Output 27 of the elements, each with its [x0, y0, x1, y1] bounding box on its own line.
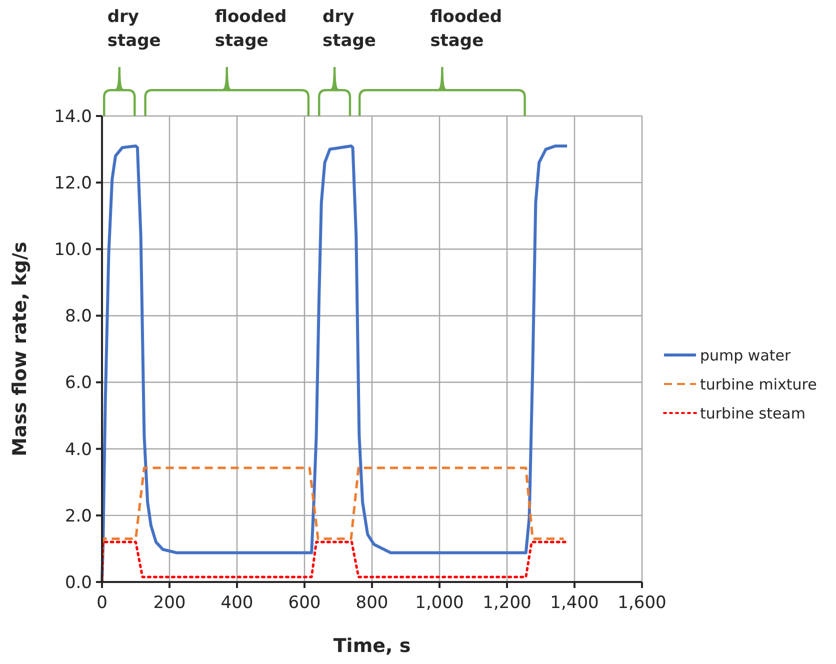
y-tick-label: 8.0: [64, 306, 92, 327]
text: flooded stage: [430, 7, 502, 51]
x-tick-label: 0: [96, 593, 108, 613]
legend-label: turbine steam: [700, 404, 806, 422]
x-tick-label: 1,400: [550, 593, 599, 613]
text: dry stage: [107, 7, 161, 51]
y-tick-label: 10.0: [54, 240, 92, 260]
y-tick-label: 2.0: [64, 506, 92, 526]
x-tick-label: 1,200: [482, 593, 532, 613]
y-tick-label: 12.0: [54, 174, 92, 194]
y-tick-label: 14.0: [54, 106, 92, 127]
x-tick-label: 200: [153, 593, 186, 613]
text: flooded stage: [214, 7, 287, 51]
x-tick-label: 400: [220, 593, 254, 613]
x-tick-label: 600: [288, 593, 321, 613]
x-tick-label: 1,600: [618, 593, 666, 613]
y-tick-label: 6.0: [64, 373, 92, 394]
x-tick-label: 800: [356, 593, 388, 613]
y-axis-title: Mass flow rate, kg/s: [9, 242, 31, 456]
y-tick-label: 4.0: [64, 440, 92, 460]
x-axis-title: Time, s: [333, 635, 411, 657]
legend-label: turbine mixture: [700, 375, 817, 394]
legend-label: pump water: [700, 346, 792, 364]
text: dry stage: [322, 7, 376, 51]
y-tick-label: 0.0: [64, 572, 92, 593]
line-series: [100, 144, 569, 584]
x-tick-label: 1,000: [415, 593, 464, 613]
